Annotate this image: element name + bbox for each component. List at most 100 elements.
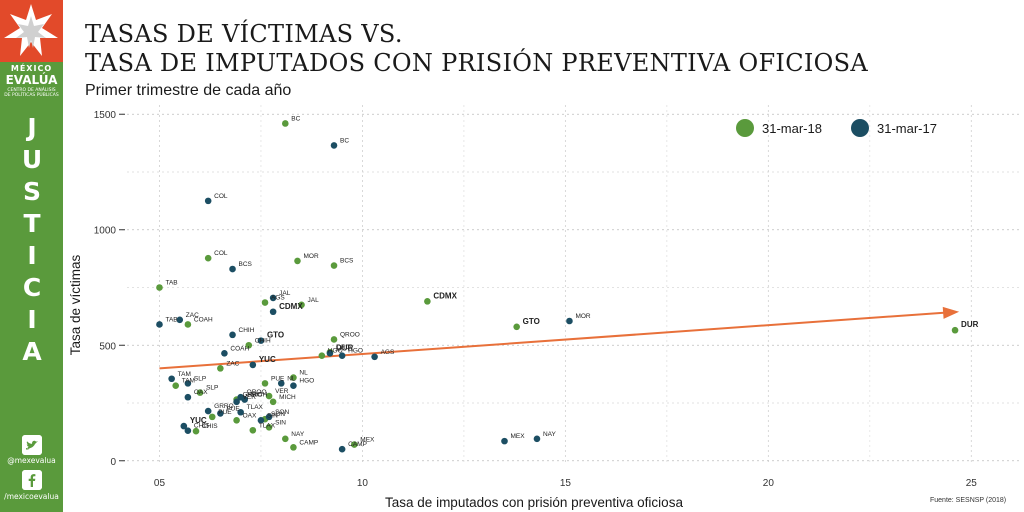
data-point (338, 445, 346, 453)
data-point-label: CHIH (239, 327, 255, 334)
data-point-label: QROO (340, 331, 360, 338)
twitter-handle[interactable]: @mexevalua (7, 456, 56, 465)
data-point-label: TLAX (259, 422, 276, 429)
data-point-label: BC (291, 115, 300, 122)
data-point (156, 321, 163, 328)
data-point-label: GTO (267, 331, 284, 340)
data-point (233, 417, 240, 424)
data-point-label: CDMX (279, 302, 303, 311)
data-point (180, 422, 188, 430)
data-point-label: MICH (251, 392, 268, 399)
legend: 31-mar-18 31-mar-17 (736, 119, 937, 137)
title-line: TASAS DE VÍCTIMAS VS. (85, 20, 403, 48)
section-letter: J (27, 113, 37, 142)
section-word: J U S T I C I A (14, 112, 50, 368)
y-axis-label: Tasa de víctimas (68, 254, 83, 355)
data-point (192, 427, 200, 435)
x-tick-label: 25 (966, 478, 978, 489)
data-point (237, 408, 244, 416)
data-point (330, 262, 338, 269)
x-axis-label: Tasa de imputados con prisión preventiva… (385, 495, 683, 510)
data-point-label: AGS (271, 295, 285, 302)
data-point (265, 413, 273, 421)
data-point-label: GTO (523, 317, 540, 326)
data-point-label: NAY (291, 431, 305, 438)
x-tick-label: 05 (154, 478, 166, 489)
data-point-label: COAH (230, 345, 249, 352)
data-point-label: MOR (575, 313, 590, 320)
data-point (326, 350, 334, 357)
data-point (290, 382, 297, 389)
sidebar: MÉXICO EVALÚA CENTRO DE ANÁLISIS DE POLÍ… (0, 0, 63, 512)
twitter-icon[interactable] (22, 435, 42, 455)
data-point-label: MEX (510, 433, 525, 440)
data-point-label: CHIS (194, 423, 210, 430)
data-point-label: TAM (182, 378, 195, 385)
data-point (221, 350, 228, 357)
facebook-icon[interactable] (22, 470, 42, 490)
data-point-label: VER (275, 388, 289, 395)
data-point-label: BCS (340, 258, 354, 265)
facebook-handle[interactable]: /mexicoevalua (4, 492, 59, 501)
y-tick-label: 1000 (94, 226, 117, 237)
data-points (156, 120, 959, 453)
x-tick-label: 15 (560, 478, 572, 489)
data-point (176, 316, 184, 324)
data-point (290, 444, 297, 451)
data-point (196, 389, 204, 396)
data-point (371, 353, 378, 361)
data-point (269, 294, 277, 302)
data-point (261, 299, 269, 306)
data-point (204, 197, 212, 205)
legend-label: 31-mar-18 (762, 121, 822, 136)
y-tick-label: 1500 (94, 110, 117, 121)
data-point (245, 341, 253, 349)
data-point-label: GRRO (243, 392, 263, 399)
data-point-label: MICH (279, 394, 296, 401)
data-point-label: COAH (194, 316, 213, 323)
axes: 0 500 1000 1500 05 10 15 20 25 (94, 110, 978, 489)
data-point-label: MOR (303, 253, 318, 260)
data-point-label: COL (214, 250, 228, 257)
data-point (533, 435, 541, 443)
data-point (265, 392, 273, 400)
star-logo-icon (0, 0, 63, 62)
data-point-label: DUR (961, 320, 979, 329)
brand-name-top: MÉXICO (10, 64, 53, 73)
source-note: Fuente: SESNSP (2018) (930, 497, 1007, 504)
section-letter: A (22, 337, 42, 366)
data-point-label: PUE (226, 405, 240, 412)
data-point (294, 257, 301, 265)
data-point (184, 427, 192, 435)
data-point-label: OAX (243, 412, 257, 419)
data-point-label: HGO (348, 348, 363, 355)
data-point (217, 410, 224, 417)
data-point-label: NAY (543, 431, 557, 438)
data-point-label: JAL (308, 297, 320, 304)
brand-tagline-line1: CENTRO DE ANÁLISIS (7, 88, 56, 93)
data-point (204, 254, 212, 262)
data-point-label: BCS (239, 261, 253, 268)
data-point (168, 375, 175, 383)
legend-marker (851, 119, 869, 137)
data-point (269, 398, 277, 406)
data-point (501, 437, 508, 445)
data-point (566, 317, 573, 325)
data-point-label: BC (340, 137, 349, 144)
data-point (265, 423, 273, 431)
data-point-label: YUC (190, 416, 207, 425)
legend-marker (736, 119, 754, 137)
page-subtitle: Primer trimestre de cada año (85, 82, 292, 99)
trend-arrowhead (942, 306, 960, 319)
data-point (338, 352, 346, 359)
data-point-label: SON (275, 409, 289, 416)
data-point-label: DUR (336, 343, 354, 352)
data-point (156, 284, 163, 291)
section-letter: I (27, 305, 37, 334)
data-point-label: NL (299, 370, 308, 377)
data-point (257, 417, 265, 424)
data-point-label: QROO (247, 389, 267, 396)
data-point-label: CAMP (348, 441, 367, 448)
data-point (249, 426, 257, 434)
